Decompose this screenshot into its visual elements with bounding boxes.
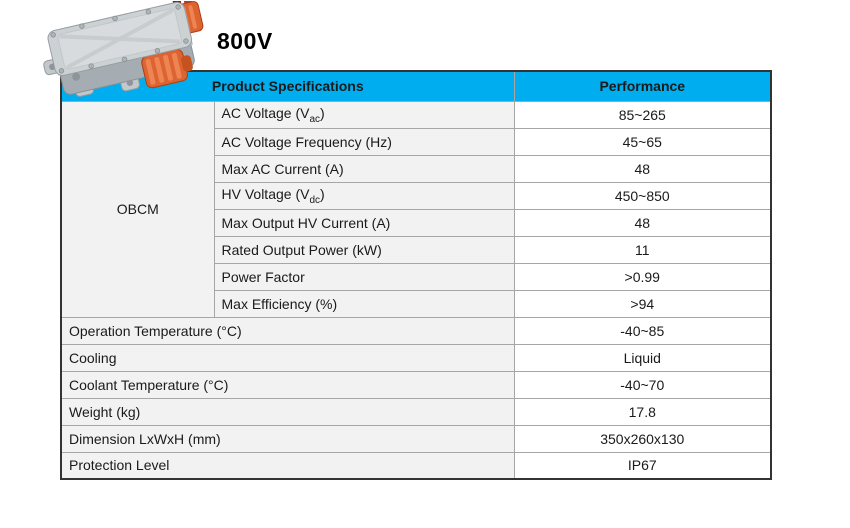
spec-label: AC Voltage (Vac) [213, 100, 515, 129]
spec-value: >0.99 [513, 262, 772, 291]
product-photo [43, 1, 204, 97]
spec-label: Coolant Temperature (°C) [60, 370, 515, 399]
spec-label-text: Cooling [69, 349, 117, 366]
spec-value: 45~65 [513, 127, 772, 156]
spec-label: Power Factor [213, 262, 515, 291]
spec-value: IP67 [513, 451, 772, 480]
spec-label-text: Max AC Current (A) [221, 160, 344, 177]
lid-screws [50, 4, 189, 74]
table-row: Operation Temperature (°C) -40~85 [60, 316, 772, 345]
table-row: Max Efficiency (%) >94 [61, 289, 772, 318]
spec-label: Dimension LxWxH (mm) [60, 424, 515, 453]
spec-label-text: Operation Temperature (°C) [69, 322, 242, 339]
table-row: Cooling Liquid [60, 343, 772, 372]
spec-label-text: Protection Level [69, 457, 170, 474]
spec-table: Product Specifications Performance OBCM … [60, 70, 773, 480]
spec-label-text: AC Voltage Frequency (Hz) [221, 133, 392, 150]
table-row: Dimension LxWxH (mm) 350x260x130 [60, 424, 772, 453]
spec-label-text: Max Output HV Current (A) [221, 214, 391, 231]
spec-value: -40~85 [513, 316, 772, 345]
spec-label: Protection Level [60, 451, 515, 480]
spec-value: 48 [513, 154, 772, 183]
spec-value: 11 [513, 235, 772, 264]
group-label: OBCM [116, 201, 159, 217]
spec-label-text: AC Voltage (V [221, 104, 310, 121]
charger-device [43, 1, 204, 97]
spec-label-suffix: ) [320, 185, 325, 202]
table-row: Max Output HV Current (A) 48 [61, 208, 772, 237]
table-row: Max AC Current (A) 48 [61, 154, 772, 183]
spec-label-subscript: dc [309, 194, 320, 206]
spec-label: HV Voltage (Vdc) [213, 181, 515, 210]
lid-rib-pattern [59, 8, 180, 70]
spec-value: Liquid [513, 343, 772, 372]
hv-connector-bottom [141, 48, 193, 89]
spec-label: Max Efficiency (%) [213, 289, 515, 318]
spec-label-text: Rated Output Power (kW) [221, 241, 382, 258]
spec-value: -40~70 [513, 370, 772, 399]
header-product-specifications: Product Specifications [60, 70, 515, 102]
table-row: OBCM AC Voltage (Vac) 85~265 [60, 100, 772, 318]
spec-label: Weight (kg) [60, 397, 515, 426]
spec-label: Max Output HV Current (A) [213, 208, 515, 237]
spec-label-suffix: ) [320, 104, 325, 121]
spec-value: 85~265 [513, 100, 772, 129]
table-row: Coolant Temperature (°C) -40~70 [60, 370, 772, 399]
spec-label-subscript: ac [309, 113, 320, 125]
spec-label: AC Voltage Frequency (Hz) [213, 127, 515, 156]
spec-label-text: Max Efficiency (%) [221, 295, 338, 312]
header-performance: Performance [513, 70, 772, 102]
spec-value: 17.8 [513, 397, 772, 426]
product-title: 800V [217, 28, 273, 54]
table-row: AC Voltage Frequency (Hz) 45~65 [61, 127, 772, 156]
spec-value: >94 [513, 289, 772, 318]
spec-label: Max AC Current (A) [213, 154, 515, 183]
spec-label-text: HV Voltage (V [221, 185, 310, 202]
group-cell-obcm: OBCM [60, 100, 215, 318]
spec-label-text: Weight (kg) [69, 403, 141, 420]
spec-value: 450~850 [513, 181, 772, 210]
spec-label-text: Dimension LxWxH (mm) [69, 430, 221, 447]
side-port [72, 72, 81, 81]
spec-label: Rated Output Power (kW) [213, 235, 515, 264]
table-row: Weight (kg) 17.8 [60, 397, 772, 426]
spec-value: 48 [513, 208, 772, 237]
table-header-row: Product Specifications Performance [60, 70, 772, 102]
spec-label-text: Power Factor [221, 268, 305, 285]
spec-label: Operation Temperature (°C) [60, 316, 515, 345]
spec-label-text: Coolant Temperature (°C) [69, 376, 229, 393]
table-row: Protection Level IP67 [60, 451, 772, 480]
spec-value: 350x260x130 [513, 424, 772, 453]
spec-label: Cooling [60, 343, 515, 372]
table-row: HV Voltage (Vdc) 450~850 [61, 181, 772, 210]
